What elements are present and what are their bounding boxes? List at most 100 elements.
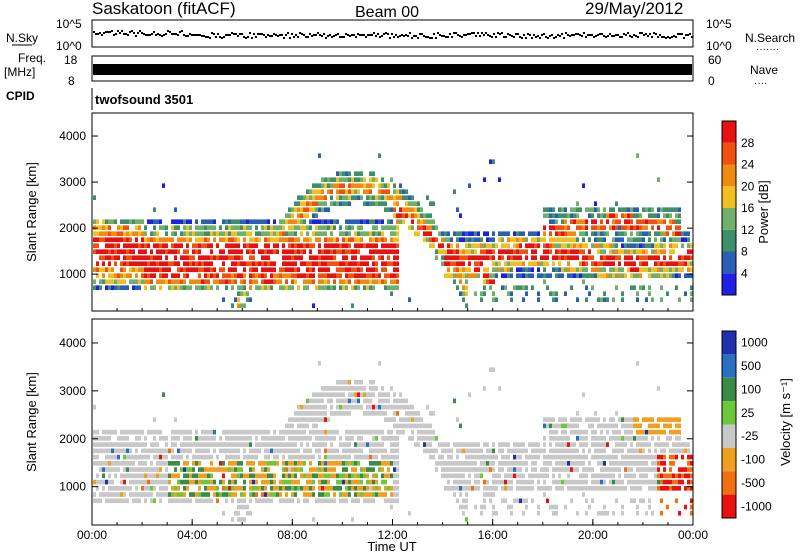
power-cell bbox=[573, 237, 576, 243]
velocity-cell bbox=[639, 479, 642, 485]
velocity-cell bbox=[678, 436, 681, 441]
power-cell bbox=[444, 255, 447, 261]
power-cell bbox=[393, 279, 396, 285]
velocity-cell bbox=[612, 454, 615, 460]
nsky-point bbox=[395, 34, 397, 36]
velocity-cell bbox=[648, 417, 651, 422]
power-cell bbox=[495, 297, 498, 303]
power-cell bbox=[375, 231, 378, 237]
velocity-cell bbox=[684, 448, 687, 454]
velocity-cell bbox=[531, 467, 534, 472]
power-cell bbox=[216, 243, 219, 249]
nsky-point bbox=[477, 32, 479, 34]
power-cell bbox=[564, 225, 567, 231]
nsky-point bbox=[215, 36, 217, 38]
velocity-cell bbox=[660, 442, 663, 447]
velocity-cell bbox=[105, 461, 108, 466]
velocity-cell bbox=[450, 454, 453, 460]
velocity-cell bbox=[672, 448, 675, 454]
power-cell bbox=[369, 189, 372, 195]
power-cell bbox=[315, 201, 318, 207]
power-cell bbox=[303, 261, 306, 267]
velocity-cell bbox=[216, 498, 219, 504]
velocity-cell bbox=[621, 417, 624, 422]
velocity-cell bbox=[195, 492, 198, 497]
velocity-cell bbox=[627, 423, 630, 429]
velocity-cell bbox=[624, 485, 627, 491]
velocity-cell bbox=[171, 485, 174, 491]
velocity-cell bbox=[135, 473, 138, 479]
power-cell bbox=[123, 237, 126, 243]
power-cell bbox=[489, 249, 492, 255]
velocity-cell bbox=[459, 485, 462, 491]
velocity-cell bbox=[345, 492, 348, 497]
power-cell bbox=[267, 255, 270, 261]
velocity-cell bbox=[585, 436, 588, 441]
power-cell bbox=[369, 195, 372, 201]
velocity-cell bbox=[363, 429, 366, 435]
power-cell bbox=[372, 285, 375, 291]
power-cell bbox=[591, 255, 594, 261]
velocity-cell bbox=[480, 504, 483, 510]
velocity-cell bbox=[627, 448, 630, 454]
nsky-point bbox=[149, 34, 151, 36]
velocity-cell bbox=[300, 473, 303, 479]
nsky-point bbox=[635, 35, 637, 37]
velocity-cell bbox=[624, 417, 627, 422]
power-cell bbox=[663, 231, 666, 237]
velocity-cell bbox=[183, 448, 186, 454]
power-cell bbox=[663, 255, 666, 261]
power-cell bbox=[573, 207, 576, 213]
power-cell bbox=[183, 249, 186, 255]
velocity-cell bbox=[306, 479, 309, 485]
velocity-cell bbox=[525, 461, 528, 466]
velocity-cell bbox=[333, 411, 336, 416]
velocity-cell bbox=[318, 392, 321, 397]
power-cell bbox=[576, 201, 579, 207]
velocity-cell bbox=[627, 417, 630, 422]
power-cell bbox=[432, 219, 435, 225]
velocity-cell bbox=[522, 473, 525, 479]
velocity-cell bbox=[333, 454, 336, 460]
velocity-cell bbox=[207, 492, 210, 497]
velocity-cell bbox=[177, 448, 180, 454]
power-cell bbox=[675, 231, 678, 237]
power-cell bbox=[552, 207, 555, 213]
power-cell bbox=[270, 225, 273, 231]
velocity-cell bbox=[222, 473, 225, 479]
power-cell bbox=[570, 237, 573, 243]
power-cell bbox=[561, 249, 564, 255]
velocity-cell bbox=[282, 436, 285, 441]
velocity-cell bbox=[366, 429, 369, 435]
velocity-cell bbox=[309, 417, 312, 422]
velocity-colorbar-segment bbox=[722, 377, 736, 402]
power-cell bbox=[171, 249, 174, 255]
velocity-cell bbox=[582, 492, 585, 497]
velocity-cell bbox=[663, 417, 666, 422]
velocity-cell bbox=[435, 461, 438, 466]
velocity-cell bbox=[138, 461, 141, 466]
velocity-cell bbox=[606, 510, 609, 516]
velocity-cell bbox=[369, 448, 372, 454]
velocity-cell bbox=[117, 461, 120, 466]
velocity-cell bbox=[672, 473, 675, 479]
power-cell bbox=[417, 201, 420, 207]
velocity-cell bbox=[621, 423, 624, 429]
nsky-point bbox=[469, 33, 471, 35]
power-cell bbox=[279, 219, 282, 225]
power-cell bbox=[141, 243, 144, 249]
power-cell bbox=[348, 171, 351, 177]
power-cell bbox=[471, 231, 474, 237]
velocity-cell bbox=[663, 423, 666, 429]
power-cell bbox=[291, 231, 294, 237]
power-cell bbox=[492, 267, 495, 273]
velocity-cell bbox=[546, 467, 549, 472]
velocity-cell bbox=[474, 454, 477, 460]
power-cell bbox=[366, 285, 369, 291]
power-cell bbox=[489, 159, 492, 165]
velocity-cell bbox=[396, 448, 399, 454]
velocity-cell bbox=[126, 442, 129, 447]
power-cell bbox=[480, 255, 483, 261]
power-cell bbox=[252, 255, 255, 261]
power-cell bbox=[621, 291, 624, 297]
